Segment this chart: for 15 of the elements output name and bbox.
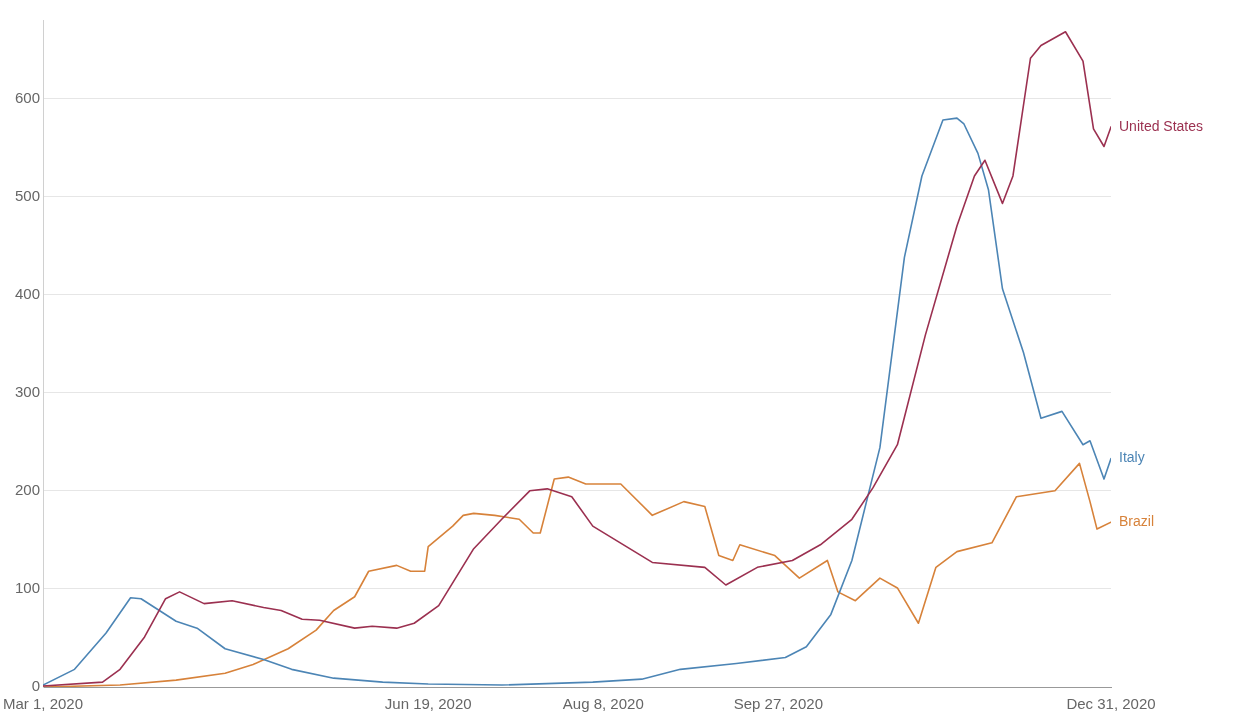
series-label: United States	[1119, 117, 1204, 134]
y-tick-label: 200	[14, 480, 41, 498]
x-tick-label: Aug 8, 2020	[562, 695, 644, 713]
x-tick-label: Mar 1, 2020	[3, 695, 84, 713]
y-tick-label: 500	[14, 186, 41, 204]
series-label: Italy	[1119, 449, 1145, 466]
x-tick-label: Dec 31, 2020	[1066, 695, 1156, 713]
x-tick-label: Sep 27, 2020	[733, 695, 823, 713]
y-tick-label: 400	[14, 284, 41, 302]
series-label: Brazil	[1119, 513, 1155, 530]
x-tick-label: Jun 19, 2020	[384, 695, 472, 713]
y-tick-label: 0	[31, 677, 41, 695]
y-tick-label: 600	[14, 88, 41, 106]
y-tick-label: 300	[14, 382, 41, 400]
y-tick-label: 100	[14, 579, 41, 597]
